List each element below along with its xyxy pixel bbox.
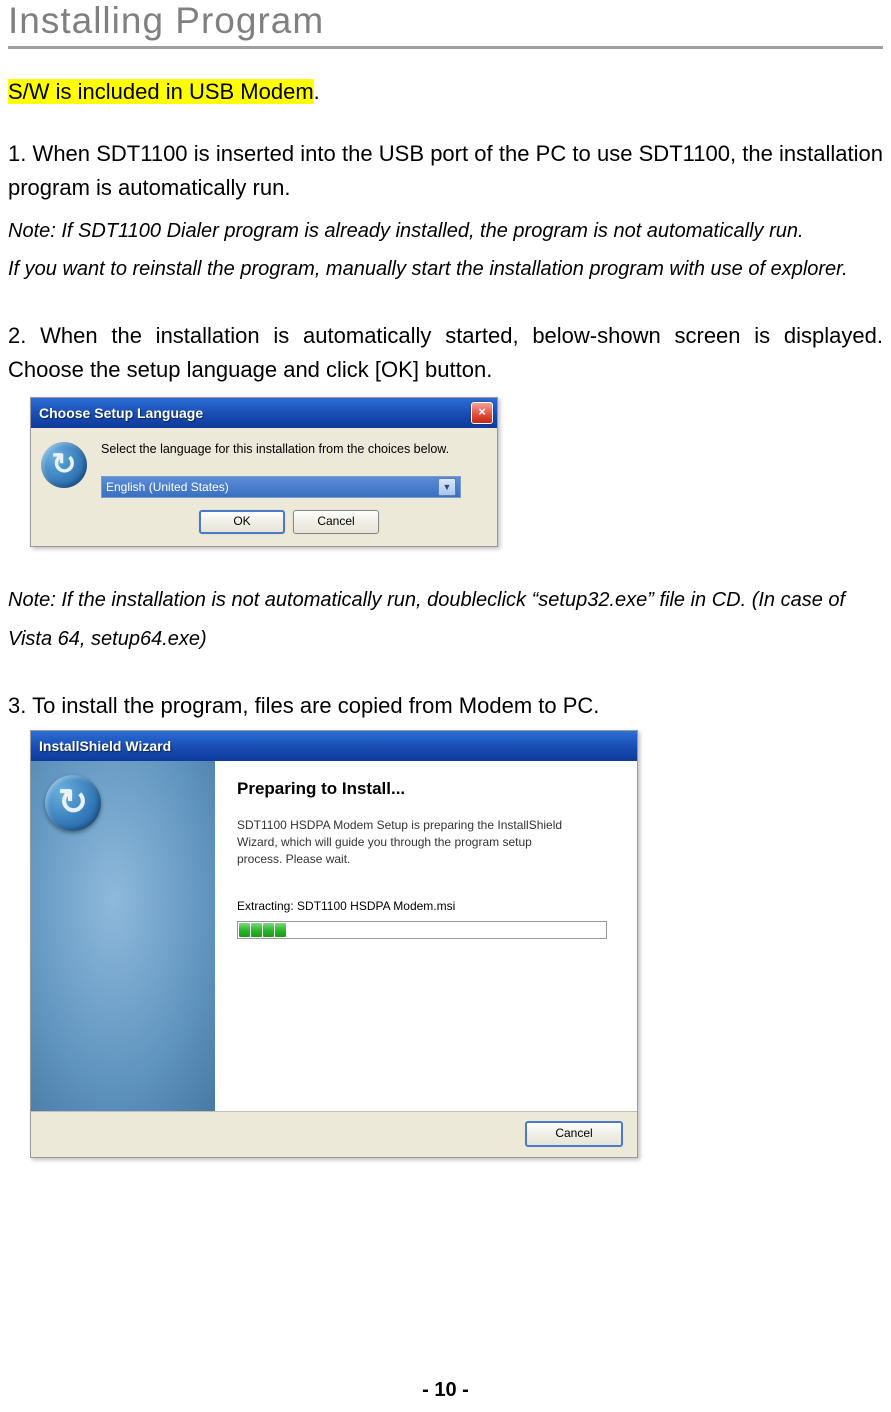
note-2: If you want to reinstall the program, ma… [8, 253, 883, 285]
progress-bar [237, 921, 607, 939]
dialog2-titlebar: InstallShield Wizard [31, 731, 637, 761]
dialog2-footer: Cancel [31, 1111, 637, 1157]
step-3: 3. To install the program, files are cop… [8, 689, 883, 723]
dialog1-title: Choose Setup Language [39, 405, 203, 421]
progress-segment [263, 923, 274, 937]
step-2: 2. When the installation is automaticall… [8, 319, 883, 387]
page-title: Installing Program [8, 0, 883, 42]
dialog2-extract: Extracting: SDT1100 HSDPA Modem.msi [237, 899, 615, 913]
cancel-button[interactable]: Cancel [525, 1121, 623, 1147]
title-divider [8, 46, 883, 49]
dialog2-desc: SDT1100 HSDPA Modem Setup is preparing t… [237, 817, 567, 869]
cancel-button[interactable]: Cancel [293, 510, 379, 534]
progress-segment [275, 923, 286, 937]
note-1: Note: If SDT1100 Dialer program is alrea… [8, 215, 883, 247]
highlight-text: S/W is included in USB Modem [8, 79, 314, 104]
dialog2-heading: Preparing to Install... [237, 779, 615, 799]
close-icon[interactable]: × [471, 402, 493, 424]
highlight-tail: . [314, 79, 320, 104]
language-selected: English (United States) [106, 480, 229, 494]
dialog2-body: Preparing to Install... SDT1100 HSDPA Mo… [31, 761, 637, 1111]
dialog1-buttons: OK Cancel [101, 510, 487, 534]
dialog1-body: Select the language for this installatio… [31, 428, 497, 546]
dialog1-titlebar: Choose Setup Language × [31, 398, 497, 428]
dialog2-title: InstallShield Wizard [39, 738, 171, 754]
progress-segment [239, 923, 250, 937]
step-1: 1. When SDT1100 is inserted into the USB… [8, 137, 883, 205]
dialog1-prompt: Select the language for this installatio… [101, 442, 487, 456]
page-number: - 10 - [0, 1379, 891, 1402]
ok-button[interactable]: OK [199, 510, 285, 534]
language-select[interactable]: English (United States) ▼ [101, 476, 461, 498]
dialog1-content: Select the language for this installatio… [101, 442, 487, 534]
installshield-dialog: InstallShield Wizard Preparing to Instal… [30, 730, 638, 1158]
progress-segment [251, 923, 262, 937]
dialog2-sidebar [31, 761, 215, 1111]
highlight-line: S/W is included in USB Modem. [8, 75, 883, 109]
choose-language-dialog: Choose Setup Language × Select the langu… [30, 397, 498, 547]
note-3: Note: If the installation is not automat… [8, 581, 883, 659]
dialog2-main: Preparing to Install... SDT1100 HSDPA Mo… [215, 761, 637, 1111]
setup-icon [41, 442, 87, 488]
chevron-down-icon[interactable]: ▼ [438, 478, 456, 496]
installer-icon [45, 775, 101, 831]
